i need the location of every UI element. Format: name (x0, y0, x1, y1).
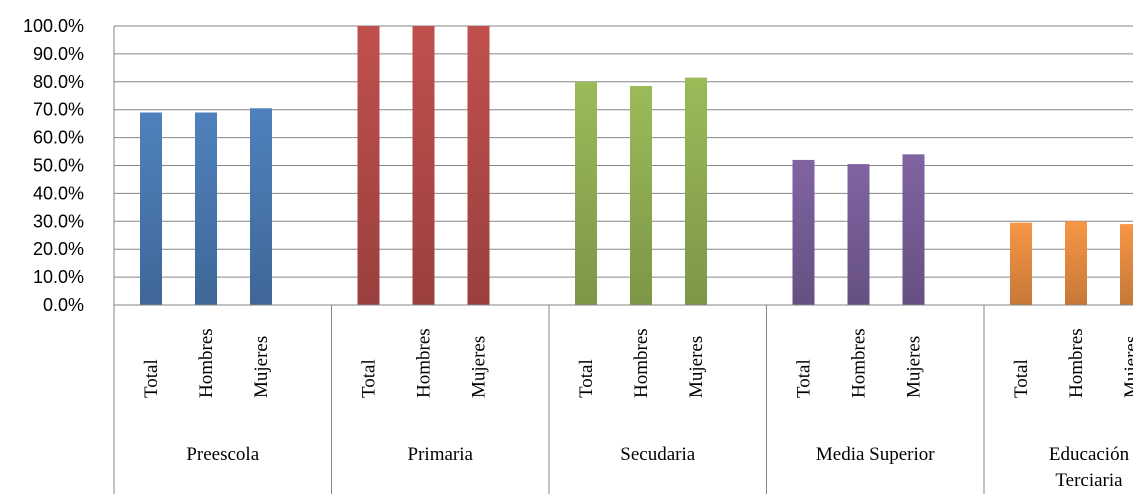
y-tick-label: 0.0% (43, 295, 84, 315)
x-group-label: Educación (1049, 444, 1130, 465)
bar (575, 81, 597, 305)
bar (412, 26, 435, 305)
bar (1120, 224, 1133, 305)
y-tick-label: 40.0% (33, 183, 84, 203)
y-tick-label: 50.0% (33, 156, 84, 176)
x-category-label: Hombres (414, 328, 435, 398)
x-category-label: Mujeres (686, 336, 707, 398)
y-tick-label: 20.0% (33, 239, 84, 259)
y-tick-label: 90.0% (33, 44, 84, 64)
bar (902, 154, 925, 305)
bar (1010, 222, 1032, 305)
bar (685, 77, 707, 306)
bar (467, 26, 490, 305)
y-tick-label: 100.0% (23, 16, 84, 36)
y-tick-label: 30.0% (33, 211, 84, 231)
x-category-label: Hombres (631, 328, 652, 398)
bar (1065, 221, 1087, 305)
y-tick-label: 80.0% (33, 72, 84, 92)
x-category-label: Mujeres (904, 336, 925, 398)
x-category-label: Mujeres (469, 336, 490, 398)
y-tick-label: 10.0% (33, 267, 84, 287)
x-group-label: Secudaria (620, 444, 695, 465)
x-group-label: Terciaria (1055, 470, 1123, 491)
x-group-label: Primaria (408, 444, 474, 465)
y-axis-ticks: 0.0% 10.0% 20.0% 30.0% 40.0% 50.0% 60.0% 70.0% 8… (23, 16, 84, 315)
x-category-label: Hombres (1066, 328, 1087, 398)
x-category-label: Total (576, 359, 597, 398)
y-tick-label: 70.0% (33, 100, 84, 120)
x-group-label: Media Superior (816, 444, 935, 465)
x-category-label: Mujeres (251, 336, 272, 398)
x-group-label: Preescola (186, 444, 259, 465)
bar (250, 108, 272, 306)
x-category-label: Total (141, 359, 162, 398)
x-category-label: Total (359, 359, 380, 398)
bar (140, 112, 162, 306)
bars (140, 26, 1133, 306)
x-category-label: Hombres (849, 328, 870, 398)
bar (847, 164, 870, 305)
bar (792, 159, 815, 305)
x-axis-labels: Total Hombres Mujeres Preescola Total Hombres… (141, 328, 1133, 491)
x-category-label: Hombres (196, 328, 217, 398)
x-category-label: Total (794, 359, 815, 398)
x-category-label: Total (1011, 359, 1032, 398)
gridlines (114, 25, 1133, 278)
bar (630, 85, 652, 305)
axes (113, 26, 1133, 494)
y-tick-label: 60.0% (33, 128, 84, 148)
bar (357, 26, 380, 305)
bar (195, 112, 217, 306)
x-category-label: Mujeres (1121, 336, 1133, 398)
